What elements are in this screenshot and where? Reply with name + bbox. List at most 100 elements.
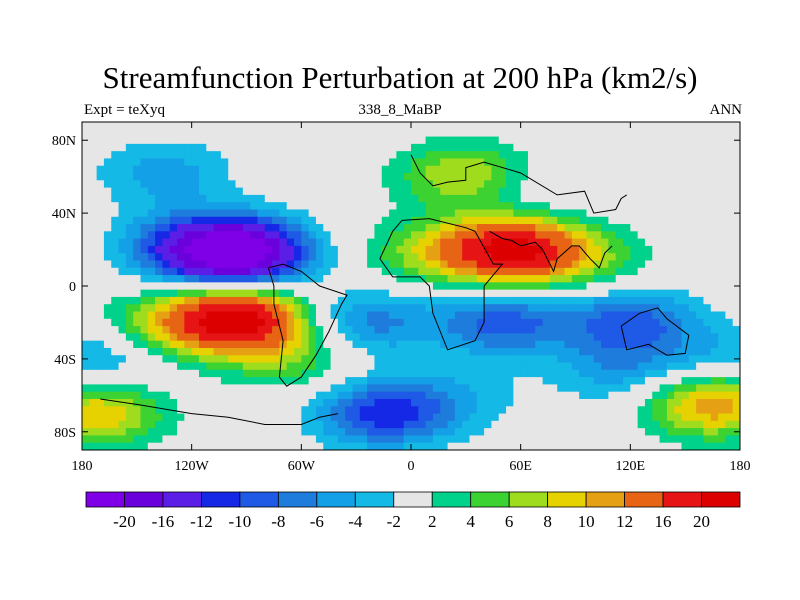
field-cell [89,406,98,415]
field-cell [637,129,646,138]
field-cell [103,238,112,247]
field-cell [82,238,90,247]
field-cell [564,180,573,189]
field-cell [155,428,164,437]
field-cell [323,398,332,407]
field-cell [491,187,500,196]
field-cell [403,318,412,327]
field-cell [242,398,251,407]
field-cell [476,173,485,181]
field-cell [513,362,522,371]
field-cell [608,435,617,444]
field-cell [235,173,244,181]
field-cell [520,245,529,254]
field-cell [520,442,529,450]
field-cell [557,355,566,364]
field-cell [323,296,332,305]
field-cell [359,231,368,240]
field-cell [681,326,690,334]
field-cell [586,369,595,378]
field-cell [125,143,134,152]
field-cell [549,304,558,313]
field-cell [710,122,719,130]
field-cell [162,362,171,371]
field-cell [630,122,639,130]
field-cell [301,158,310,167]
field-cell [220,173,229,181]
field-cell [89,129,98,138]
field-cell [337,231,346,240]
field-cell [198,275,207,283]
field-cell [272,355,280,364]
field-cell [454,384,463,393]
field-cell [557,224,566,232]
field-cell [337,355,346,364]
field-cell [198,165,207,174]
field-cell [696,311,705,320]
field-cell [367,202,376,211]
field-cell [630,391,639,400]
field-cell [220,245,229,254]
field-cell [184,311,193,320]
field-cell [286,122,295,130]
field-cell [644,428,653,437]
field-cell [681,428,690,437]
field-cell [235,253,244,262]
field-cell [155,136,164,145]
field-cell [593,406,602,415]
field-cell [688,180,697,189]
field-cell [352,202,361,211]
field-cell [710,209,719,218]
field-cell [323,158,332,167]
field-cell [666,231,675,240]
field-cell [659,216,668,225]
field-cell [111,231,120,240]
field-cell [674,398,683,407]
field-cell [191,384,200,393]
field-cell [557,173,566,181]
field-cell [301,194,310,203]
field-cell [250,428,259,437]
field-cell [169,413,178,422]
field-cell [396,122,405,130]
field-cell [418,391,427,400]
field-cell [557,406,566,415]
field-cell [279,209,288,218]
field-cell [213,158,222,167]
field-cell [367,406,376,415]
field-cell [418,311,427,320]
field-cell [184,377,193,385]
field-cell [579,180,588,189]
field-cell [294,391,302,400]
field-cell [264,122,273,130]
field-cell [440,267,449,276]
field-cell [308,122,317,130]
field-cell [432,136,441,145]
field-cell [330,194,339,203]
field-cell [696,187,705,196]
field-cell [198,289,207,298]
x-tick-label: 60E [509,459,532,474]
field-cell [718,231,726,240]
field-cell [718,202,726,211]
field-cell [345,355,354,364]
field-cell [623,428,631,437]
field-cell [184,209,193,218]
field-cell [411,340,419,349]
field-cell [264,398,273,407]
field-cell [586,143,595,152]
field-cell [586,362,595,371]
field-cell [571,406,580,415]
field-cell [586,340,595,349]
field-cell [549,391,558,400]
field-cell [315,245,324,254]
field-cell [615,435,624,444]
field-cell [476,216,485,225]
field-cell [345,238,354,247]
field-cell [374,194,383,203]
field-cell [637,391,646,400]
field-cell [608,136,617,145]
field-cell [674,420,683,429]
field-cell [710,304,719,313]
field-cell [710,231,719,240]
